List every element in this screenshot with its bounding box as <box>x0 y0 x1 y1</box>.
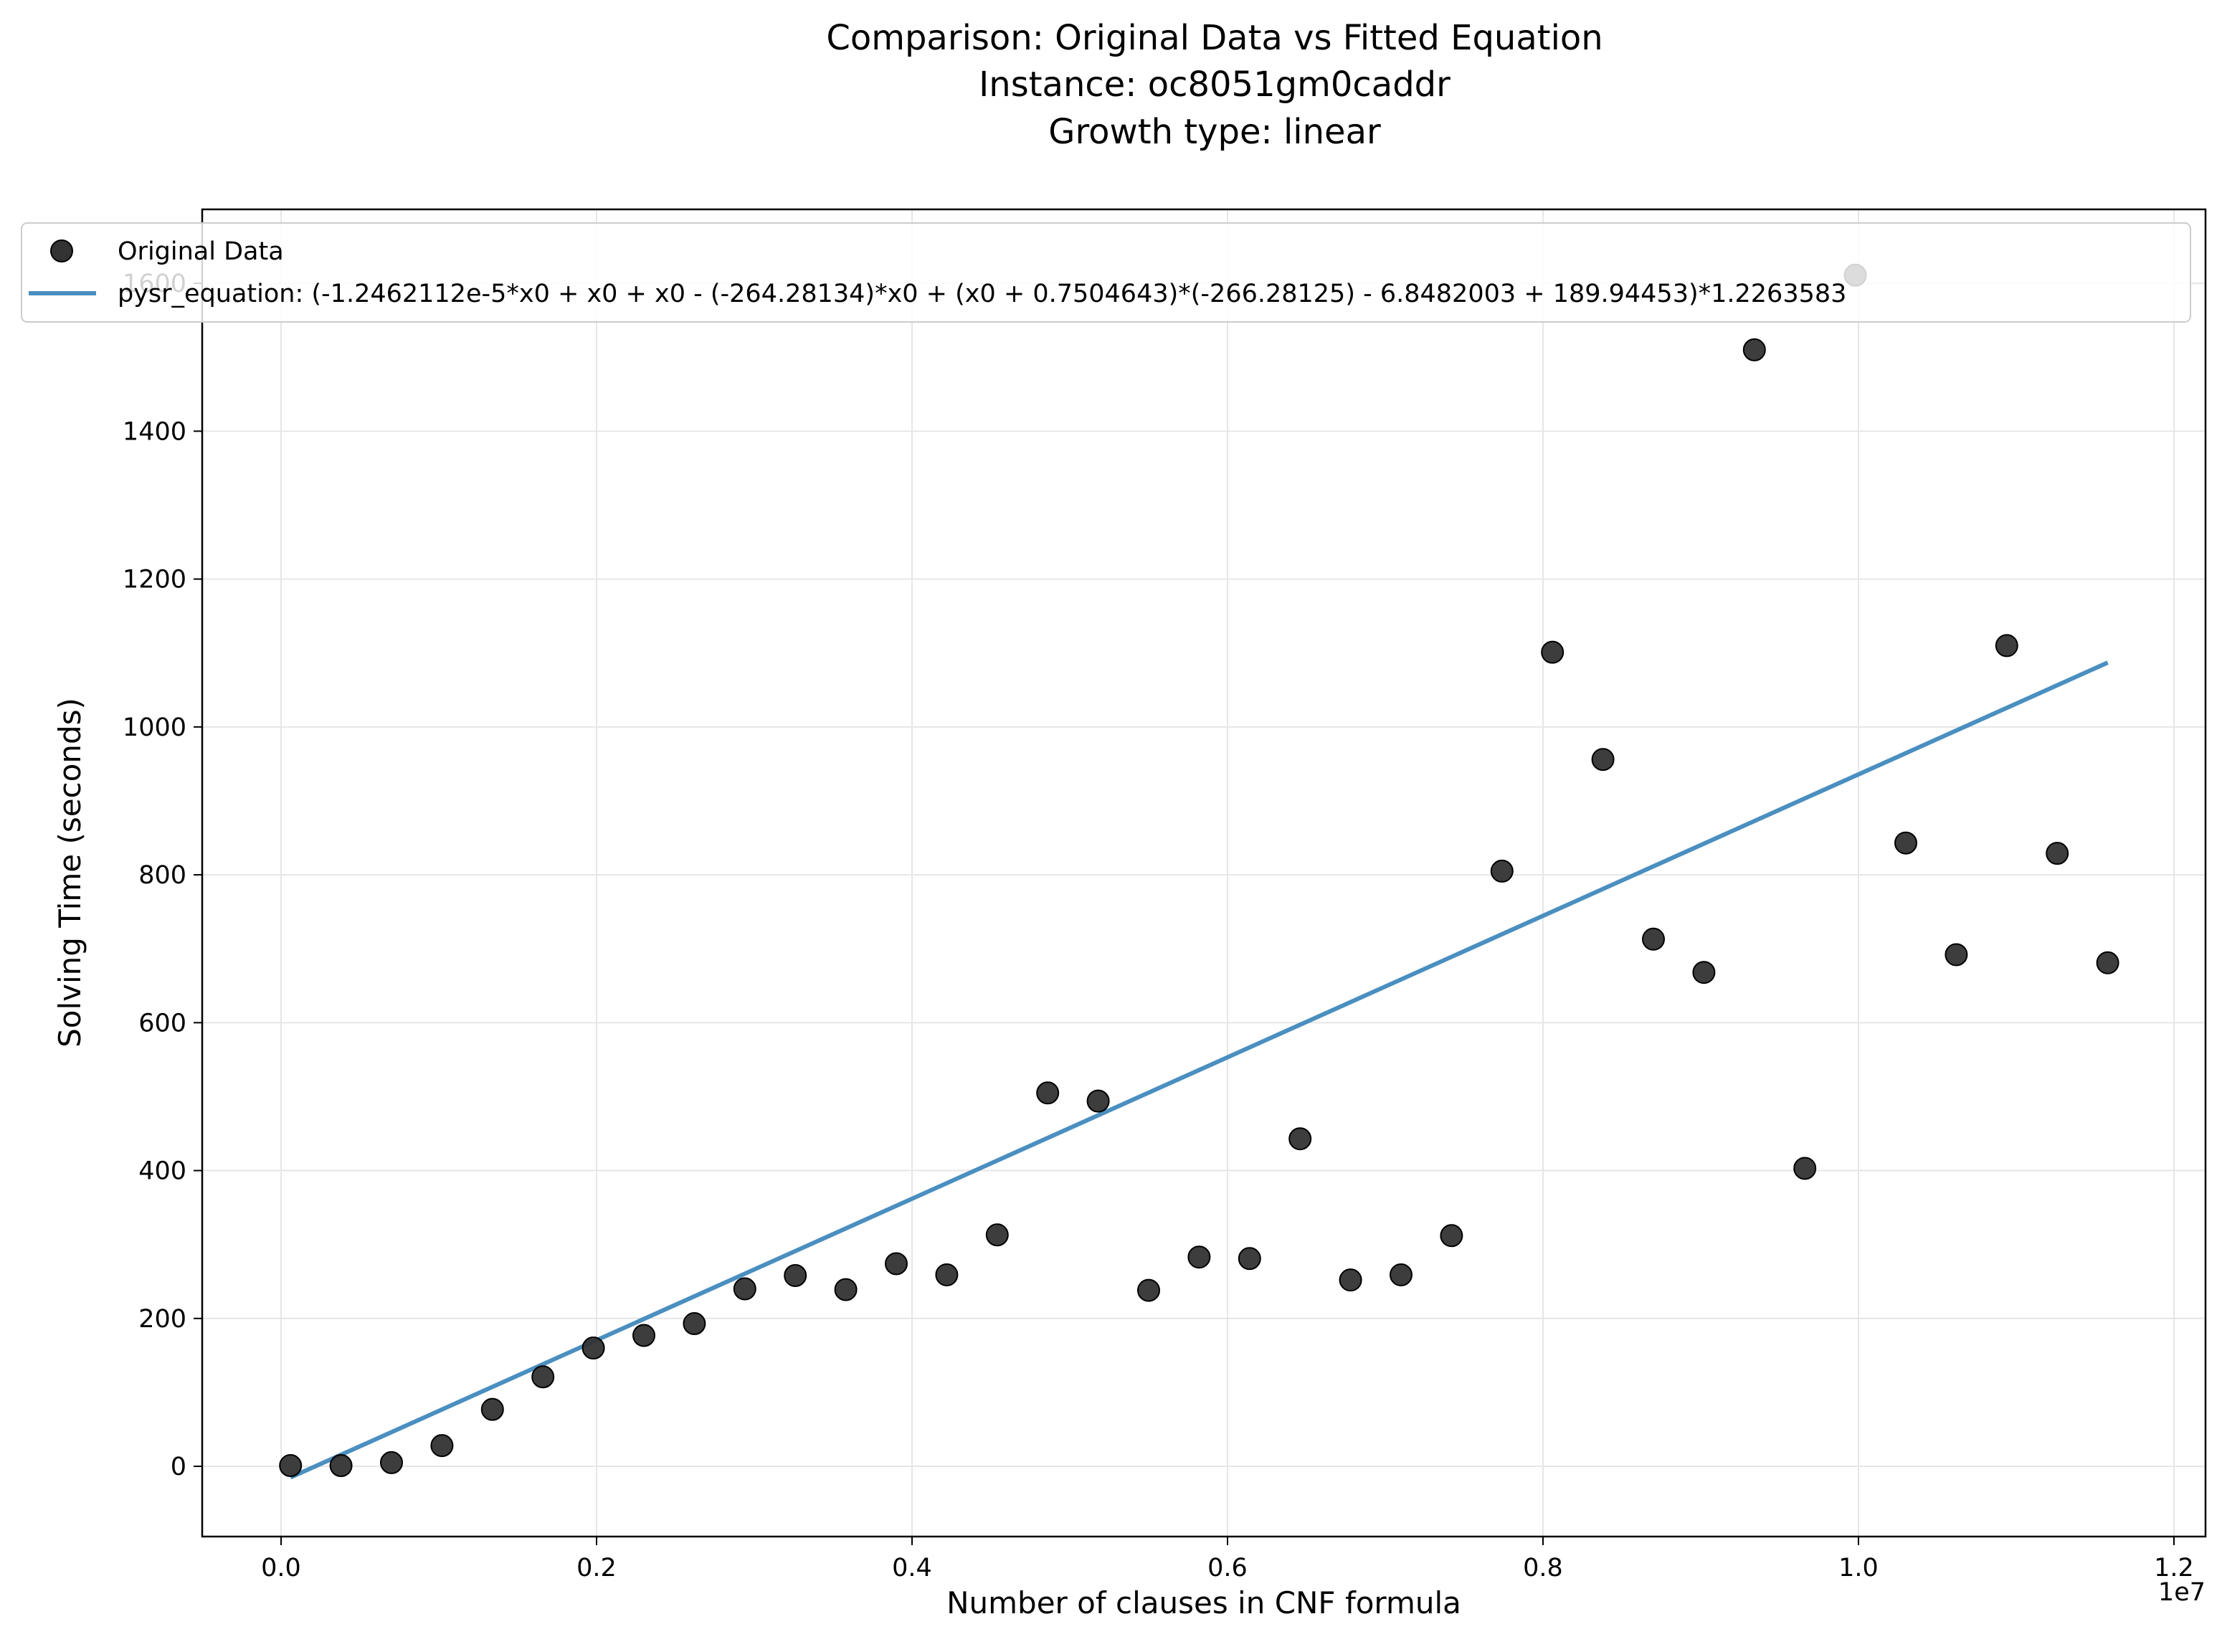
fitted-line-layer <box>289 660 2109 1480</box>
data-point <box>834 1278 858 1301</box>
x-tick-label: 0.6 <box>1207 1554 1248 1582</box>
data-point <box>329 1454 353 1478</box>
data-point <box>784 1263 807 1287</box>
data-point <box>430 1434 454 1458</box>
y-tick-label: 0 <box>171 1453 186 1481</box>
y-tick-label: 800 <box>138 861 186 890</box>
y-tick-label: 1200 <box>123 566 186 594</box>
x-offset-label: 1e7 <box>2158 1578 2206 1607</box>
data-point <box>531 1365 555 1389</box>
data-point <box>885 1252 908 1276</box>
data-point <box>1339 1268 1362 1292</box>
y-tick-label: 1400 <box>123 417 186 446</box>
data-point <box>632 1324 655 1347</box>
legend-box <box>21 222 2191 323</box>
legend-label-fitted-line: pysr_equation: (-1.2462112e-5*x0 + x0 + … <box>118 280 1846 308</box>
x-axis-label: Number of clauses in CNF formula <box>946 1585 1461 1620</box>
data-point <box>2096 951 2119 974</box>
data-point <box>1187 1245 1211 1269</box>
data-point <box>1692 961 1716 984</box>
y-tick-label: 1000 <box>123 713 186 742</box>
data-point <box>935 1263 959 1286</box>
x-tick-label: 0.8 <box>1523 1554 1563 1582</box>
data-point <box>985 1223 1009 1247</box>
data-points <box>279 263 2119 1478</box>
data-point <box>1995 634 2018 658</box>
y-axis-label: Solving Time (seconds) <box>52 698 87 1048</box>
plot-frame <box>201 208 2207 1538</box>
y-tick-label: 600 <box>138 1009 186 1038</box>
chart-title: Comparison: Original Data vs Fitted Equa… <box>826 18 1603 152</box>
x-tick-label: 1.2 <box>2154 1554 2194 1582</box>
data-point <box>1793 1157 1817 1180</box>
data-point <box>480 1397 504 1421</box>
data-point <box>1591 748 1615 772</box>
data-point <box>1036 1081 1060 1105</box>
data-point <box>380 1451 403 1474</box>
data-point <box>581 1337 605 1360</box>
data-point <box>733 1277 756 1301</box>
data-point <box>1288 1127 1312 1151</box>
data-point <box>1137 1278 1160 1302</box>
title-line-1: Comparison: Original Data vs Fitted Equa… <box>826 18 1603 58</box>
data-point <box>1894 831 1917 855</box>
grid <box>202 209 2206 1537</box>
fitted-line <box>289 660 2109 1480</box>
data-point <box>1742 338 1766 361</box>
data-point <box>1238 1247 1261 1271</box>
x-tick-label: 0.0 <box>261 1554 301 1582</box>
x-tick-label: 1.0 <box>1838 1554 1879 1582</box>
x-tick-label: 0.4 <box>892 1554 932 1582</box>
legend-label-original-data: Original Data <box>118 237 284 266</box>
data-point <box>1390 1263 1413 1286</box>
x-tick-label: 0.2 <box>576 1554 617 1582</box>
data-point <box>1440 1224 1463 1248</box>
data-point <box>2046 842 2069 865</box>
title-line-3: Growth type: linear <box>1048 112 1381 152</box>
data-point <box>1945 943 1968 967</box>
data-point <box>683 1312 706 1336</box>
data-point <box>1086 1089 1110 1113</box>
title-line-2: Instance: oc8051gm0caddr <box>979 65 1451 105</box>
data-point <box>1541 640 1565 664</box>
data-point <box>1642 927 1665 951</box>
y-tick-label: 200 <box>138 1305 186 1334</box>
legend: Original Data pysr_equation: (-1.2462112… <box>21 222 2191 323</box>
y-tick-label: 400 <box>138 1157 186 1186</box>
axis-ticks: 0.0 0.2 0.4 0.6 0.8 1.0 1.2 0 200 400 600 800 1000 12… <box>123 270 2194 1582</box>
data-point <box>279 1454 303 1478</box>
data-point <box>1490 859 1514 883</box>
legend-marker-original-data <box>50 239 73 262</box>
